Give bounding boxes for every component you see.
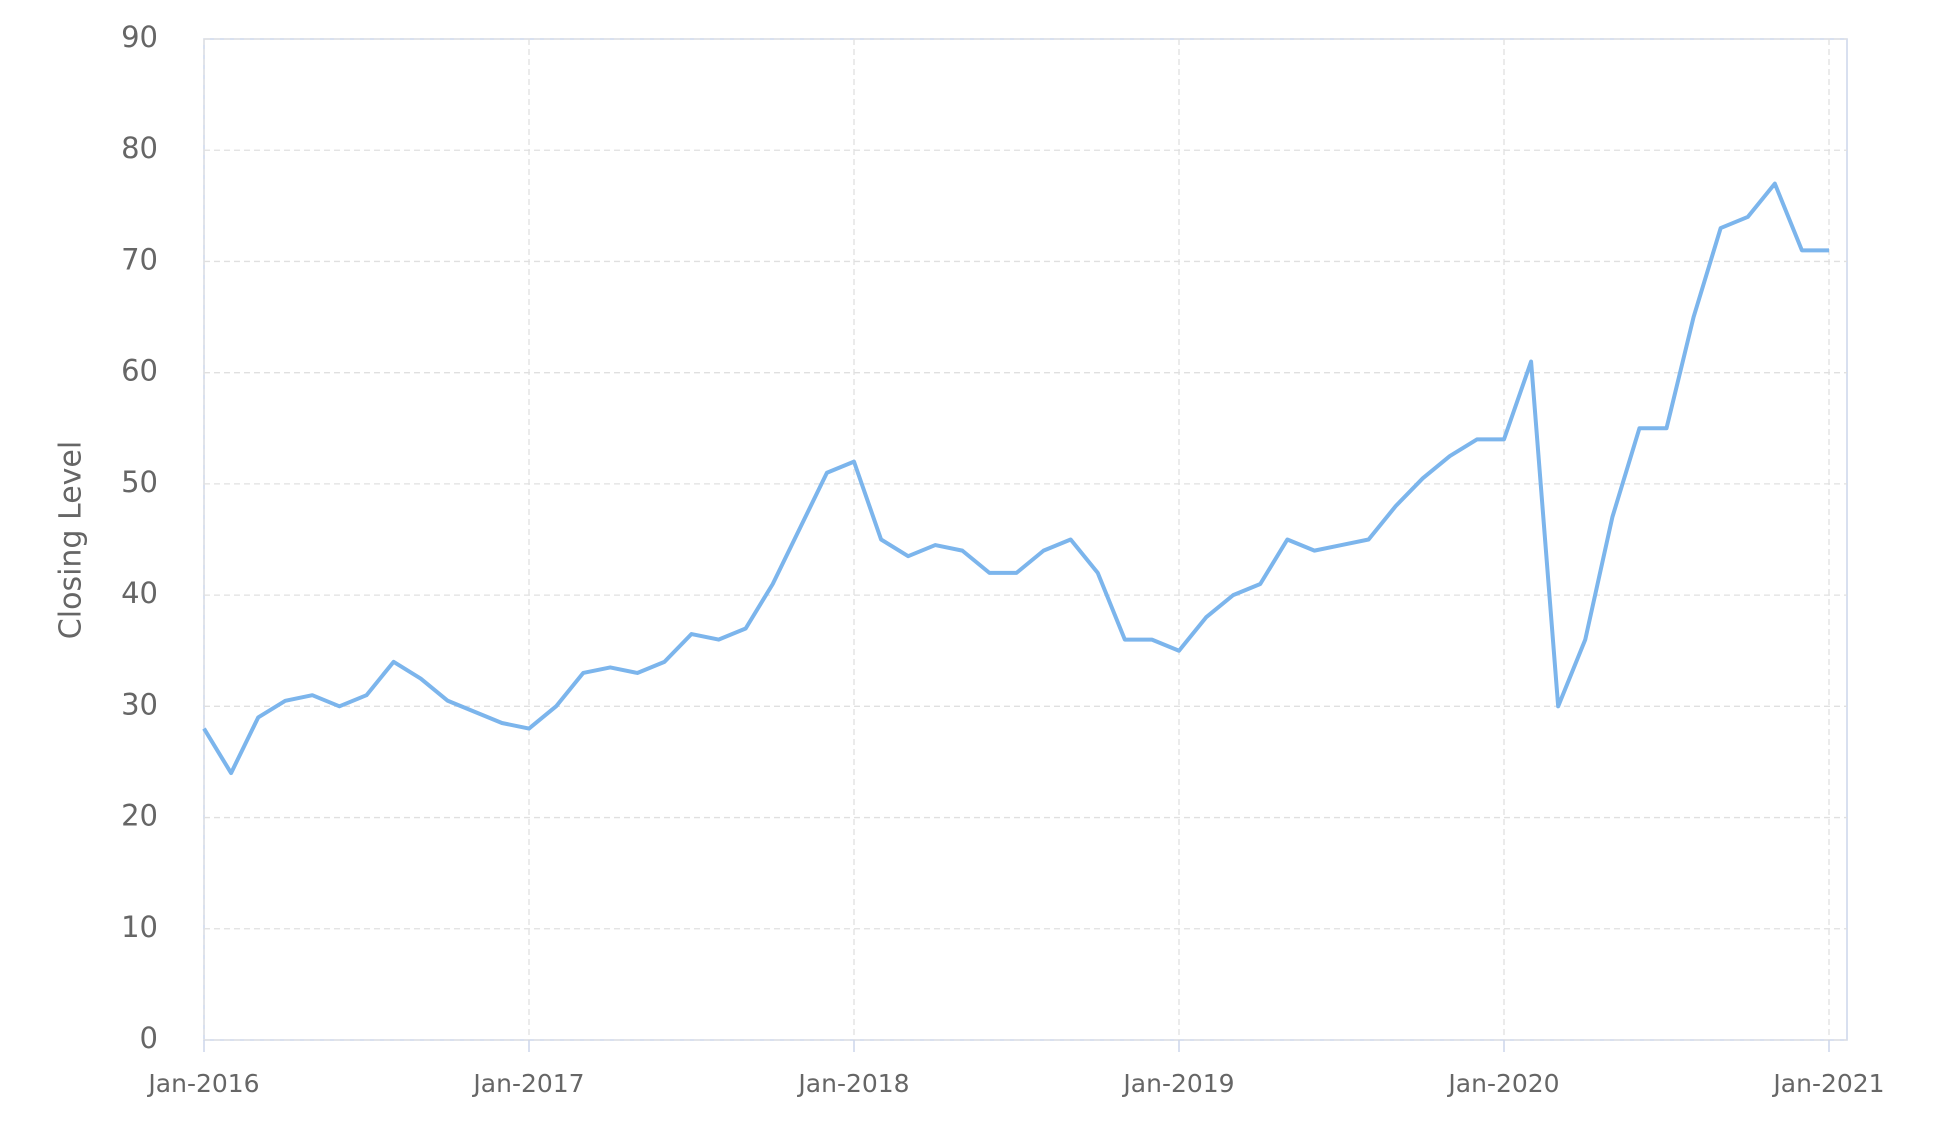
y-tick-label: 50 <box>121 465 158 499</box>
y-tick-label: 40 <box>121 576 158 610</box>
y-tick-label: 60 <box>121 354 158 388</box>
y-tick-label: 70 <box>121 242 158 276</box>
y-tick-label: 0 <box>140 1021 158 1055</box>
x-tick-label: Jan-2018 <box>796 1069 909 1098</box>
x-tick-label: Jan-2021 <box>1771 1069 1884 1098</box>
x-tick-label: Jan-2019 <box>1121 1069 1234 1098</box>
y-tick-label: 90 <box>121 20 158 54</box>
plot-frame <box>203 38 1848 1041</box>
y-axis-title: Closing Level <box>54 441 89 639</box>
x-tick-label: Jan-2017 <box>471 1069 584 1098</box>
x-tick-label: Jan-2016 <box>146 1069 259 1098</box>
y-tick-label: 20 <box>121 799 158 833</box>
x-tick-label: Jan-2020 <box>1446 1069 1559 1098</box>
y-tick-label: 80 <box>121 131 158 165</box>
data-line <box>202 181 1829 776</box>
y-tick-label: 10 <box>121 910 158 944</box>
y-tick-label: 30 <box>121 687 158 721</box>
